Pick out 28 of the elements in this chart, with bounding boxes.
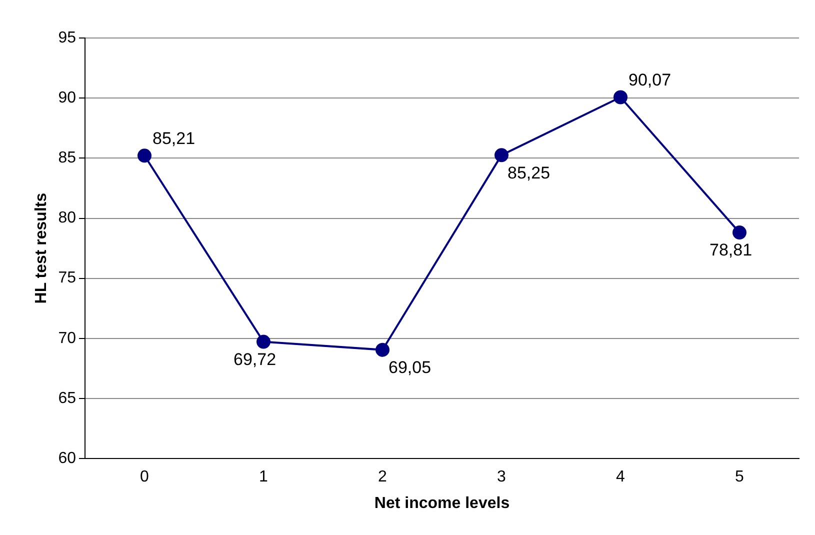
data-label: 78,81 xyxy=(710,240,752,260)
point xyxy=(614,90,628,104)
x-axis-title: Net income levels xyxy=(374,494,510,512)
point xyxy=(494,148,508,162)
y-tick-label: 75 xyxy=(58,270,76,287)
y-tick-label: 60 xyxy=(58,450,76,468)
y-tick-label: 95 xyxy=(58,29,76,46)
y-tick-label: 70 xyxy=(58,330,76,347)
point xyxy=(137,148,152,163)
x-tick-label: 5 xyxy=(735,468,744,486)
point xyxy=(376,342,390,357)
x-tick-label: 2 xyxy=(378,468,388,486)
point xyxy=(732,226,746,240)
data-label: 90,07 xyxy=(628,70,672,90)
x-tick-label: 1 xyxy=(259,468,268,486)
y-axis-title: HL test results xyxy=(33,192,50,304)
data-label: 69,05 xyxy=(388,358,432,378)
point xyxy=(256,334,270,349)
x-tick-label: 4 xyxy=(616,468,626,486)
data-label: 85,25 xyxy=(508,163,550,182)
y-tick-label: 80 xyxy=(58,210,76,227)
x-tick-label: 0 xyxy=(140,468,150,486)
data-label: 85,21 xyxy=(152,128,196,148)
data-label: 69,72 xyxy=(234,350,276,369)
y-tick-label: 65 xyxy=(58,390,76,407)
y-tick-label: 85 xyxy=(58,150,76,167)
x-tick-label: 3 xyxy=(497,468,506,486)
y-tick-label: 90 xyxy=(58,89,76,106)
